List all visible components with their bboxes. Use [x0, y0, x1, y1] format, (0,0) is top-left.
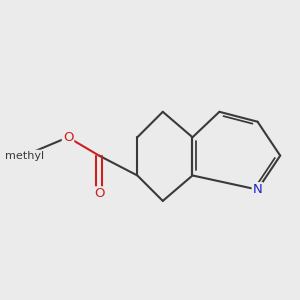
- Text: O: O: [94, 187, 104, 200]
- Text: O: O: [63, 131, 73, 144]
- Text: methyl: methyl: [4, 151, 44, 161]
- Text: N: N: [253, 183, 262, 196]
